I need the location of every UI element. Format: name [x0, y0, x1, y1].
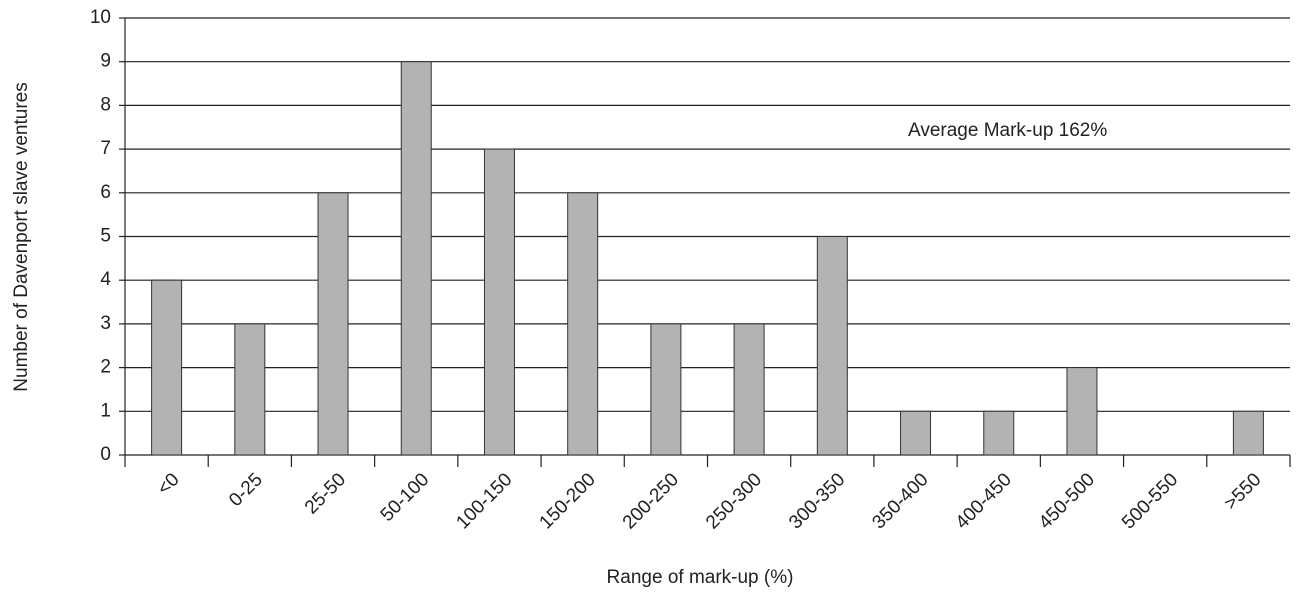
bar [483, 148, 515, 456]
bar [1232, 410, 1264, 456]
bar [1066, 367, 1098, 456]
x-tick-label: 500-550 [1118, 469, 1182, 533]
annotation: Average Mark-up 162% [908, 120, 1107, 141]
y-tick-label: 6 [100, 182, 111, 203]
bar [983, 410, 1015, 456]
y-tick-label: 4 [100, 269, 111, 290]
y-tick-label: 7 [100, 138, 111, 159]
bar [650, 323, 682, 456]
bar [400, 61, 432, 456]
bar [567, 192, 599, 456]
x-tick-label: 50-100 [377, 469, 434, 526]
y-tick-label: 9 [100, 51, 111, 72]
x-tick-label: >550 [1220, 469, 1265, 514]
y-tick-label: 5 [100, 226, 111, 247]
y-tick-label: 3 [100, 313, 111, 334]
x-tick-label: 400-450 [952, 469, 1016, 533]
x-tick-label: 350-400 [868, 469, 932, 533]
bar [816, 236, 848, 456]
y-tick-label: 8 [100, 94, 111, 115]
x-tick-label: 250-300 [702, 469, 766, 533]
y-tick-label: 0 [100, 444, 111, 465]
x-tick-label: 25-50 [301, 469, 350, 518]
x-axis-label: Range of mark-up (%) [607, 567, 794, 588]
x-tick-label: 100-150 [452, 469, 516, 533]
x-tick-label: 300-350 [785, 469, 849, 533]
x-tick-label: 0-25 [225, 469, 267, 511]
y-tick-label: 1 [100, 400, 111, 421]
bar [900, 410, 932, 456]
bar [317, 192, 349, 456]
bar [733, 323, 765, 456]
x-tick-label: 150-200 [536, 469, 600, 533]
x-tick-label: 450-500 [1035, 469, 1099, 533]
bar [234, 323, 266, 456]
x-tick-label: 200-250 [619, 469, 683, 533]
y-tick-label: 2 [100, 357, 111, 378]
bar [151, 279, 183, 456]
y-tick-label: 10 [90, 7, 111, 28]
x-tick-label: <0 [154, 469, 184, 499]
y-axis-label: Number of Davenport slave ventures [11, 82, 32, 391]
